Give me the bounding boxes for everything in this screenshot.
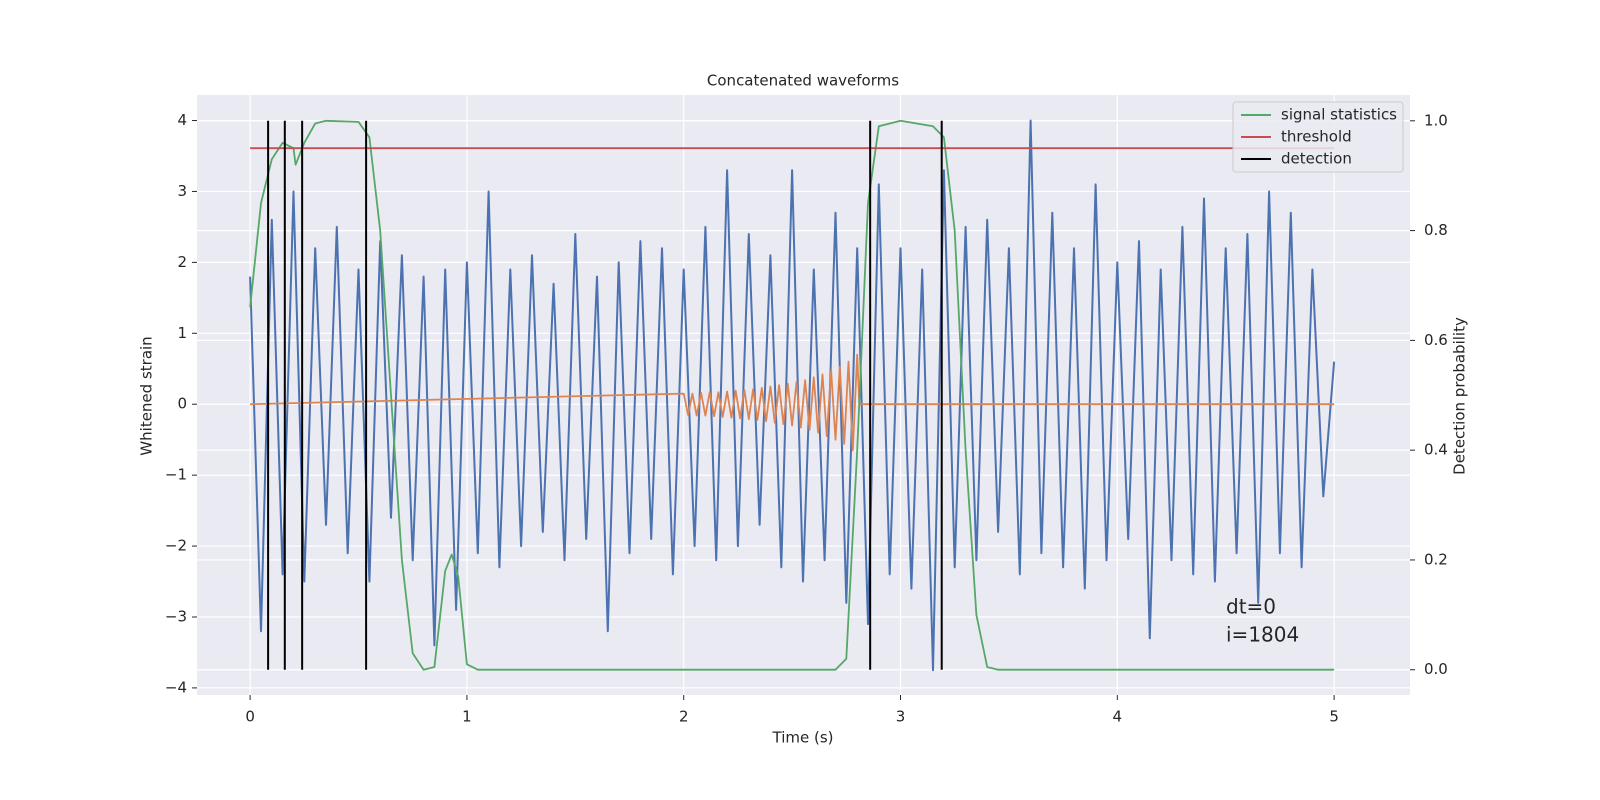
y-tick-label: −3	[165, 607, 187, 625]
series-line	[250, 353, 1335, 452]
y-axis-label: Whitened strain	[138, 336, 156, 455]
legend-label: detection	[1281, 150, 1352, 168]
y-tick-label: −1	[165, 466, 187, 484]
y-tick-label: 2	[177, 253, 187, 271]
y2-tick-label: 0.8	[1424, 221, 1448, 239]
x-tick-label: 5	[1329, 708, 1339, 726]
y-tick-label: −4	[165, 678, 187, 696]
y2-tick-label: 0.0	[1424, 660, 1448, 678]
x-tick-label: 0	[245, 708, 255, 726]
y2-tick-label: 0.2	[1424, 550, 1448, 568]
x-axis-label: Time (s)	[772, 729, 834, 747]
annotation: dt=0	[1226, 595, 1276, 619]
y-tick-label: 0	[177, 395, 187, 413]
y-tick-label: 4	[177, 111, 187, 129]
x-tick-label: 3	[896, 708, 906, 726]
x-tick-label: 2	[679, 708, 689, 726]
annotation: i=1804	[1226, 623, 1299, 647]
legend-label: threshold	[1281, 128, 1352, 146]
x-tick-label: 1	[462, 708, 472, 726]
legend-box	[1232, 101, 1404, 173]
y2-tick-label: 1.0	[1424, 111, 1448, 129]
y-tick-label: 1	[177, 324, 187, 342]
x-tick-label: 4	[1113, 708, 1123, 726]
y2-tick-label: 0.6	[1424, 331, 1448, 349]
y-tick-label: −2	[165, 537, 187, 555]
chart-title: Concatenated waveforms	[707, 72, 899, 90]
y2-axis-label: Detection probability	[1451, 317, 1469, 475]
legend-label: signal statistics	[1281, 106, 1397, 124]
y-tick-label: 3	[177, 182, 187, 200]
series-line	[249, 119, 1336, 672]
y2-tick-label: 0.4	[1424, 441, 1448, 459]
